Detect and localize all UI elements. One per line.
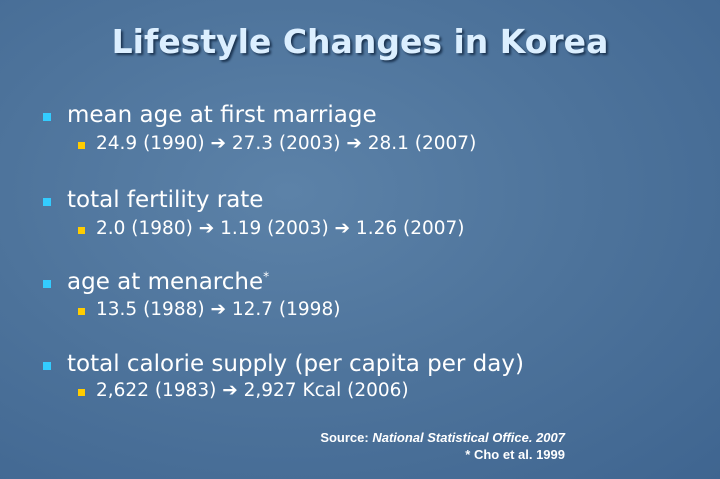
sub-bullet-label: 13.5 (1988) ➔ 12.7 (1998) bbox=[96, 299, 341, 320]
bullet-label: total fertility rate bbox=[67, 187, 264, 213]
bullet-label: total calorie supply (per capita per day… bbox=[67, 351, 524, 377]
sub-bullet-item: 2,622 (1983) ➔ 2,927 Kcal (2006) bbox=[78, 380, 409, 401]
bullet-item: total fertility rate bbox=[43, 187, 264, 213]
slide-title: Lifestyle Changes in Korea bbox=[111, 22, 609, 61]
square-bullet-icon bbox=[43, 362, 51, 370]
source-prefix: Source: bbox=[320, 430, 373, 445]
bullet-label: mean age at first marriage bbox=[67, 102, 377, 128]
footnote-marker: * bbox=[263, 269, 270, 284]
bullet-item: total calorie supply (per capita per day… bbox=[43, 351, 524, 377]
square-bullet-icon bbox=[43, 113, 51, 121]
sub-bullet-label: 24.9 (1990) ➔ 27.3 (2003) ➔ 28.1 (2007) bbox=[96, 133, 477, 154]
sub-bullet-item: 24.9 (1990) ➔ 27.3 (2003) ➔ 28.1 (2007) bbox=[78, 133, 477, 154]
sub-bullet-item: 2.0 (1980) ➔ 1.19 (2003) ➔ 1.26 (2007) bbox=[78, 218, 465, 239]
bullet-item: age at menarche* bbox=[43, 269, 270, 295]
sub-bullet-label: 2.0 (1980) ➔ 1.19 (2003) ➔ 1.26 (2007) bbox=[96, 218, 465, 239]
sub-bullet-item: 13.5 (1988) ➔ 12.7 (1998) bbox=[78, 299, 341, 320]
source-citation: Source: National Statistical Office. 200… bbox=[320, 430, 565, 445]
square-bullet-icon bbox=[78, 227, 85, 234]
source-name: National Statistical Office. 2007 bbox=[372, 430, 565, 445]
footnote: * Cho et al. 1999 bbox=[465, 447, 565, 462]
sub-bullet-label: 2,622 (1983) ➔ 2,927 Kcal (2006) bbox=[96, 380, 409, 401]
square-bullet-icon bbox=[78, 142, 85, 149]
bullet-label: age at menarche bbox=[67, 269, 264, 295]
bullet-item: mean age at first marriage bbox=[43, 102, 377, 128]
square-bullet-icon bbox=[78, 308, 85, 315]
square-bullet-icon bbox=[43, 198, 51, 206]
square-bullet-icon bbox=[78, 389, 85, 396]
square-bullet-icon bbox=[43, 280, 51, 288]
